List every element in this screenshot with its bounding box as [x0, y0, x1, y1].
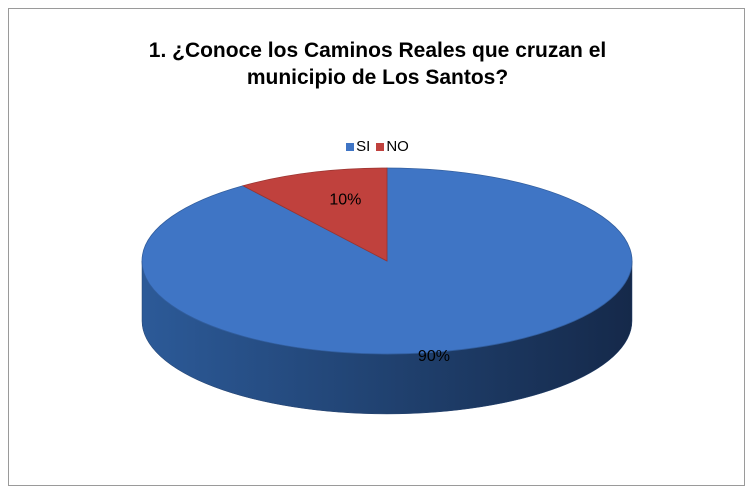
pie-slice-si	[141, 167, 633, 355]
chart-title: 1. ¿Conoce los Caminos Reales que cruzan…	[9, 37, 746, 91]
pie-chart: 90% 10%	[141, 167, 633, 415]
legend-label-no: NO	[386, 138, 409, 155]
legend-item-si: SI	[346, 138, 370, 155]
data-label-si: 90%	[418, 348, 450, 365]
chart-legend: SI NO	[9, 138, 746, 155]
chart-area: 1. ¿Conoce los Caminos Reales que cruzan…	[8, 8, 745, 486]
chart-title-line-2: municipio de Los Santos?	[246, 66, 509, 89]
data-label-no: 10%	[329, 191, 361, 208]
legend-item-no: NO	[376, 138, 409, 155]
legend-swatch-si	[346, 142, 355, 151]
legend-swatch-no	[376, 142, 385, 151]
pie-slice-no	[241, 167, 388, 262]
legend-label-si: SI	[356, 138, 371, 155]
chart-title-line-1: 1. ¿Conoce los Caminos Reales que cruzan…	[148, 39, 607, 62]
